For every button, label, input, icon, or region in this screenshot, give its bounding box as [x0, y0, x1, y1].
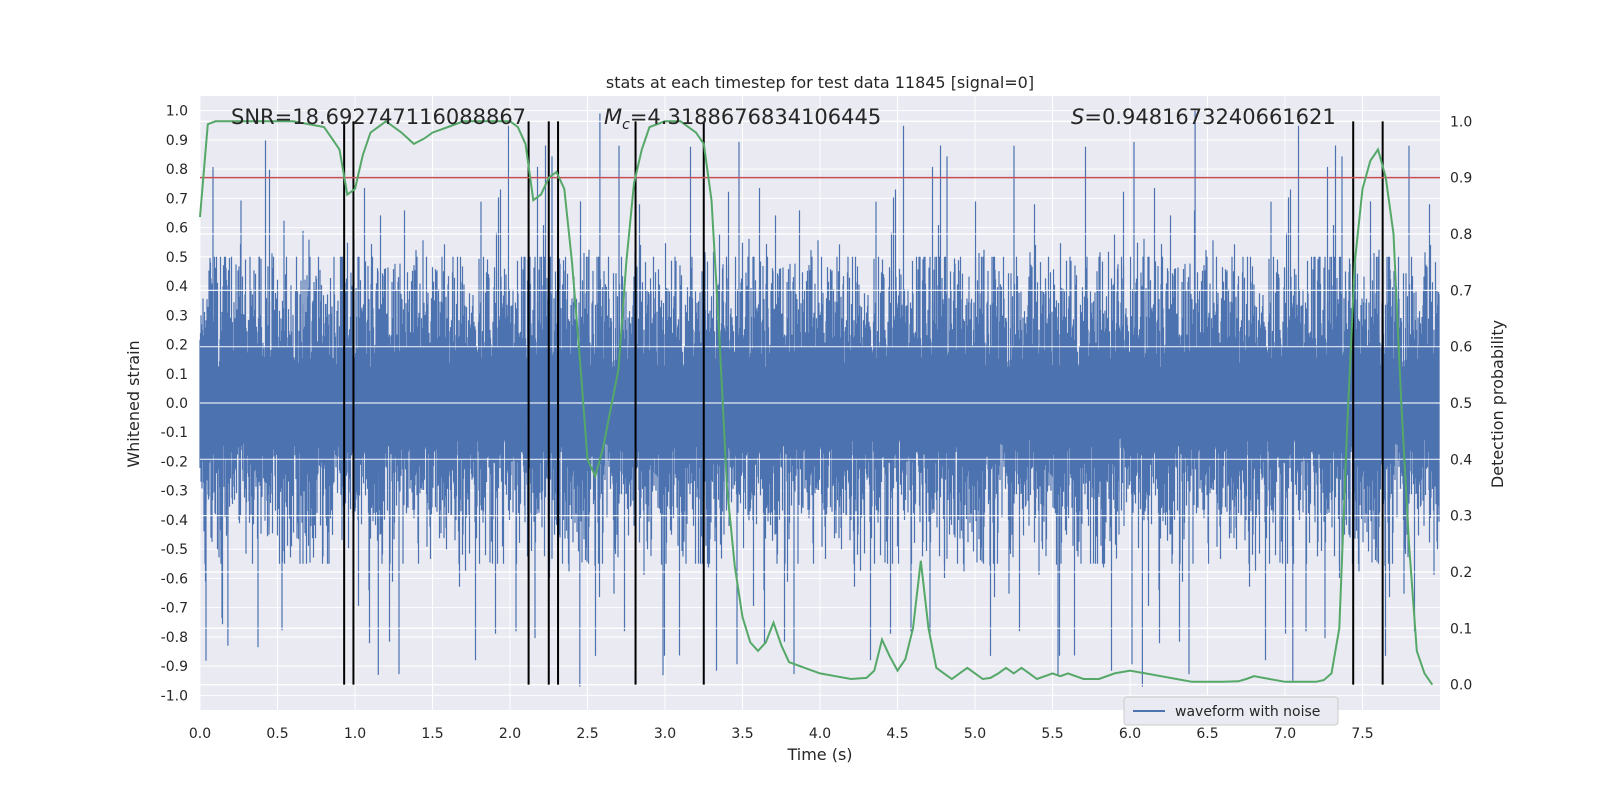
s-annotation: S=0.9481673240661621: [1071, 105, 1336, 129]
y-left-tick-label: 0.6: [166, 221, 188, 237]
y-left-tick-label: 0.1: [166, 367, 188, 383]
x-tick-label: 6.5: [1196, 726, 1218, 742]
y-left-tick-label: -0.1: [161, 425, 188, 441]
y-right-tick-labels: 1.0 0.9 0.8 0.7 0.6 0.5 0.4 0.3 0.2 0.1 0.0: [1450, 114, 1472, 693]
chart-title: stats at each timestep for test data 118…: [606, 73, 1034, 92]
x-tick-label: 1.0: [344, 726, 366, 742]
y-right-tick-label: 0.2: [1450, 565, 1472, 581]
y-left-tick-label: 0.4: [166, 279, 188, 295]
x-tick-label: 6.0: [1119, 726, 1141, 742]
y-left-tick-label: -0.4: [161, 513, 188, 529]
snr-annotation: SNR=18.692747116088867: [231, 105, 526, 129]
y-left-tick-label: 1.0: [166, 104, 188, 120]
event-lines: [343, 121, 1384, 685]
x-tick-label: 7.0: [1274, 726, 1296, 742]
y-left-tick-label: -1.0: [161, 688, 188, 704]
y-left-tick-label: 0.0: [166, 396, 188, 412]
x-tick-label: 4.0: [809, 726, 831, 742]
x-tick-label: 5.0: [964, 726, 986, 742]
x-tick-label: 3.5: [731, 726, 753, 742]
y-right-tick-label: 0.4: [1450, 452, 1472, 468]
y-right-tick-label: 0.7: [1450, 283, 1472, 299]
y-left-tick-labels: 1.0 0.9 0.8 0.7 0.6 0.5 0.4 0.3 0.2 0.1 0.0 -0.1 -0.…: [161, 104, 188, 705]
y-left-tick-label: -0.8: [161, 630, 188, 646]
x-tick-labels: 0.0 0.5 1.0 1.5 2.0 2.5 3.0 3.5 4.0 4.5 5.0 5.5 6.0 6…: [189, 726, 1374, 742]
y-left-tick-label: 0.2: [166, 338, 188, 354]
y-right-tick-label: 0.5: [1450, 396, 1472, 412]
chirp-mass-value: =4.3188676834106445: [630, 105, 881, 129]
s-value: =0.9481673240661621: [1084, 105, 1335, 129]
chirp-mass-annotation: Mc=4.3188676834106445: [604, 105, 881, 133]
probability-series: [199, 120, 1434, 686]
x-tick-label: 2.5: [576, 726, 598, 742]
y-left-tick-label: 0.5: [166, 250, 188, 266]
x-tick-label: 5.5: [1041, 726, 1063, 742]
y-left-tick-label: 0.3: [166, 308, 188, 324]
x-axis-label: Time (s): [786, 745, 852, 764]
y-right-tick-label: 1.0: [1450, 114, 1472, 130]
y-left-tick-label: -0.9: [161, 659, 188, 675]
legend-label-waveform: waveform with noise: [1175, 704, 1320, 720]
x-tick-label: 2.0: [499, 726, 521, 742]
y-left-tick-label: -0.6: [161, 571, 188, 587]
x-tick-label: 7.5: [1351, 726, 1373, 742]
x-tick-label: 0.5: [266, 726, 288, 742]
y-left-tick-label: -0.7: [161, 601, 188, 617]
y-left-tick-label: -0.3: [161, 484, 188, 500]
y-right-tick-label: 0.0: [1450, 678, 1472, 694]
y-left-tick-label: -0.2: [161, 454, 188, 470]
y-right-tick-label: 0.8: [1450, 227, 1472, 243]
y-left-axis-label: Whitened strain: [124, 340, 143, 467]
x-tick-label: 1.5: [421, 726, 443, 742]
y-left-tick-label: 0.7: [166, 191, 188, 207]
legend-box: [1123, 696, 1339, 726]
x-tick-label: 3.0: [654, 726, 676, 742]
x-tick-label: 4.5: [886, 726, 908, 742]
y-right-axis-label: Detection probability: [1488, 320, 1507, 488]
legend: waveform with noise: [1123, 696, 1339, 726]
y-left-tick-label: -0.5: [161, 542, 188, 558]
y-right-tick-label: 0.6: [1450, 340, 1472, 356]
y-right-tick-label: 0.9: [1450, 171, 1472, 187]
y-left-tick-label: 0.9: [166, 133, 188, 149]
y-right-tick-label: 0.1: [1450, 621, 1472, 637]
waveform-spikes: [204, 110, 1437, 687]
chirp-mass-symbol: M: [604, 105, 622, 129]
chirp-mass-subscript: c: [622, 117, 630, 133]
s-symbol: S: [1071, 105, 1084, 129]
x-tick-label: 0.0: [189, 726, 211, 742]
y-left-tick-label: 0.8: [166, 162, 188, 178]
y-right-tick-label: 0.3: [1450, 509, 1472, 525]
